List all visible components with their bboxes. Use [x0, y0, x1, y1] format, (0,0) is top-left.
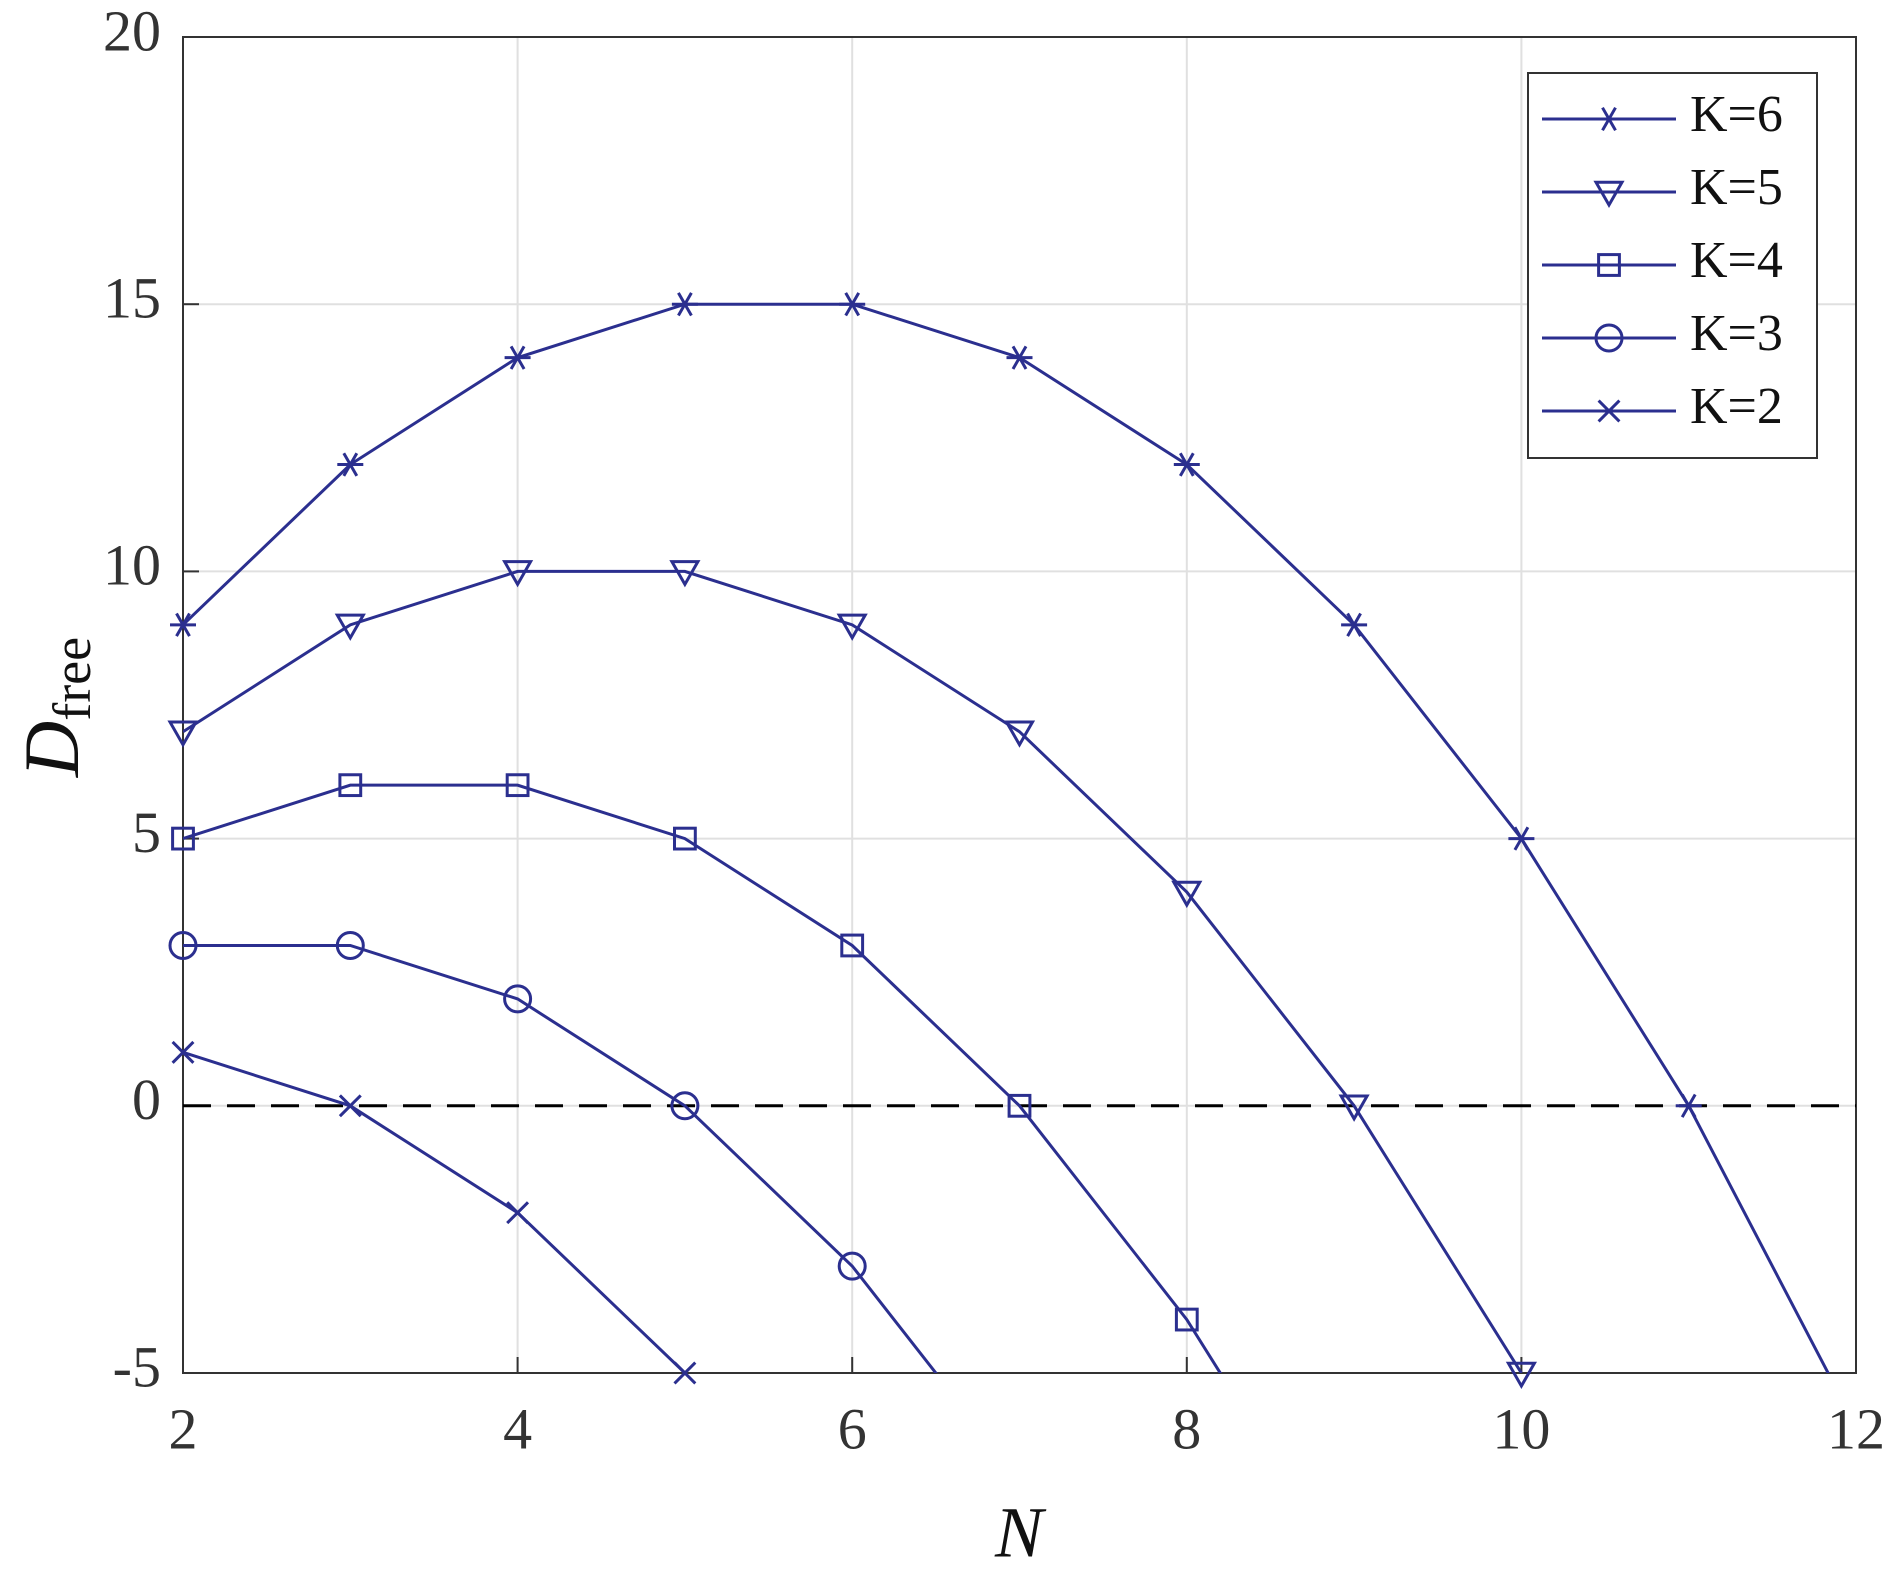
marker	[503, 984, 533, 1014]
y-tick-label: 5	[132, 800, 161, 865]
marker	[1173, 452, 1200, 477]
marker	[167, 720, 199, 748]
legend-label: K=4	[1690, 232, 1783, 289]
marker	[671, 292, 698, 317]
marker	[669, 560, 701, 588]
marker	[670, 1091, 700, 1121]
legend-marker	[1596, 106, 1622, 132]
marker	[1174, 1307, 1199, 1332]
y-tick-label: -5	[113, 1334, 161, 1399]
marker	[338, 773, 363, 798]
marker	[505, 773, 530, 798]
x-tick-label: 10	[1492, 1396, 1550, 1461]
y-tick-label: 15	[103, 266, 161, 331]
series-line	[183, 302, 1830, 1373]
legend-marker	[1594, 323, 1624, 353]
y-axis-label: Dfree	[8, 637, 102, 778]
marker	[335, 930, 365, 960]
marker	[673, 826, 697, 851]
y-axis-label-main: D	[8, 721, 95, 778]
marker	[334, 613, 366, 641]
legend-marker	[1597, 399, 1621, 423]
legend-label: K=3	[1690, 305, 1783, 362]
marker	[839, 292, 866, 317]
marker	[837, 1251, 867, 1281]
x-tick-label: 2	[169, 1396, 198, 1461]
marker	[506, 1201, 530, 1225]
marker	[1171, 880, 1203, 909]
series-line	[183, 569, 1523, 1373]
y-tick-label: 20	[103, 0, 161, 63]
marker	[1006, 345, 1033, 370]
x-tick-label: 4	[503, 1396, 532, 1461]
series-line	[183, 943, 938, 1373]
y-axis-label-subscript: free	[42, 637, 102, 721]
marker	[1508, 826, 1535, 851]
legend-label: K=5	[1690, 159, 1783, 216]
marker	[502, 560, 534, 588]
marker	[338, 1094, 362, 1118]
marker	[168, 930, 198, 960]
marker	[840, 933, 865, 958]
marker	[337, 452, 364, 477]
marker	[1675, 1093, 1702, 1118]
x-tick-label: 12	[1827, 1396, 1885, 1461]
y-tick-label: 10	[103, 533, 161, 598]
marker	[1341, 612, 1368, 637]
legend-marker	[1597, 253, 1621, 277]
marker	[1003, 720, 1036, 748]
marker	[1505, 1361, 1537, 1390]
marker	[170, 612, 196, 637]
series-line	[183, 783, 1223, 1373]
x-tick-label: 8	[1172, 1396, 1201, 1461]
marker	[1007, 1093, 1032, 1118]
marker	[836, 613, 868, 641]
marker	[1338, 1094, 1370, 1122]
y-tick-label: 0	[132, 1067, 161, 1132]
x-axis-label: N	[994, 1493, 1047, 1573]
marker	[673, 1361, 697, 1385]
marker	[171, 826, 195, 851]
x-tick-label: 6	[838, 1396, 867, 1461]
legend-label: K=6	[1690, 86, 1783, 143]
legend-marker	[1593, 180, 1625, 209]
plot-frame	[182, 36, 1857, 1374]
marker	[504, 345, 531, 370]
marker	[171, 1040, 195, 1064]
legend-label: K=2	[1690, 378, 1783, 435]
series-line	[183, 1050, 686, 1373]
